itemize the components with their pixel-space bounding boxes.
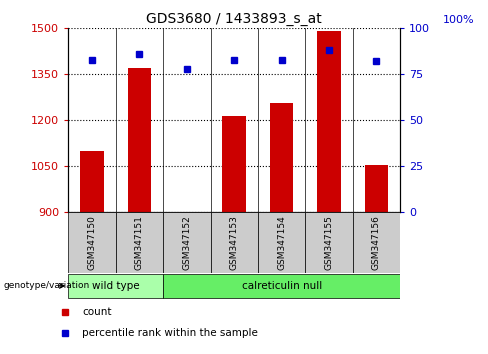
Bar (210, 212, 258, 273)
Bar (68, 212, 116, 273)
Bar (270, 103, 293, 212)
Bar (258, 212, 305, 273)
Text: GSM347151: GSM347151 (135, 215, 144, 270)
Text: GSM347155: GSM347155 (325, 215, 334, 270)
Bar (317, 32, 341, 212)
Bar (305, 212, 353, 273)
Text: wild type: wild type (92, 281, 140, 291)
Text: genotype/variation: genotype/variation (3, 281, 90, 290)
Bar (163, 212, 210, 273)
Bar (163, 274, 400, 298)
Text: 100%: 100% (443, 15, 475, 25)
Bar (175, 212, 199, 214)
Bar (68, 274, 163, 298)
Text: GSM347152: GSM347152 (183, 215, 191, 270)
Bar (223, 116, 246, 212)
Text: GSM347154: GSM347154 (277, 215, 286, 270)
Bar (80, 151, 104, 212)
Bar (365, 165, 388, 212)
Text: GSM347150: GSM347150 (87, 215, 97, 270)
Text: calreticulin null: calreticulin null (242, 281, 322, 291)
Text: count: count (82, 307, 112, 317)
Text: percentile rank within the sample: percentile rank within the sample (82, 328, 258, 338)
Text: GSM347156: GSM347156 (372, 215, 381, 270)
Bar (116, 212, 163, 273)
Title: GDS3680 / 1433893_s_at: GDS3680 / 1433893_s_at (146, 12, 322, 26)
Bar (127, 68, 151, 212)
Bar (353, 212, 400, 273)
Text: GSM347153: GSM347153 (230, 215, 239, 270)
